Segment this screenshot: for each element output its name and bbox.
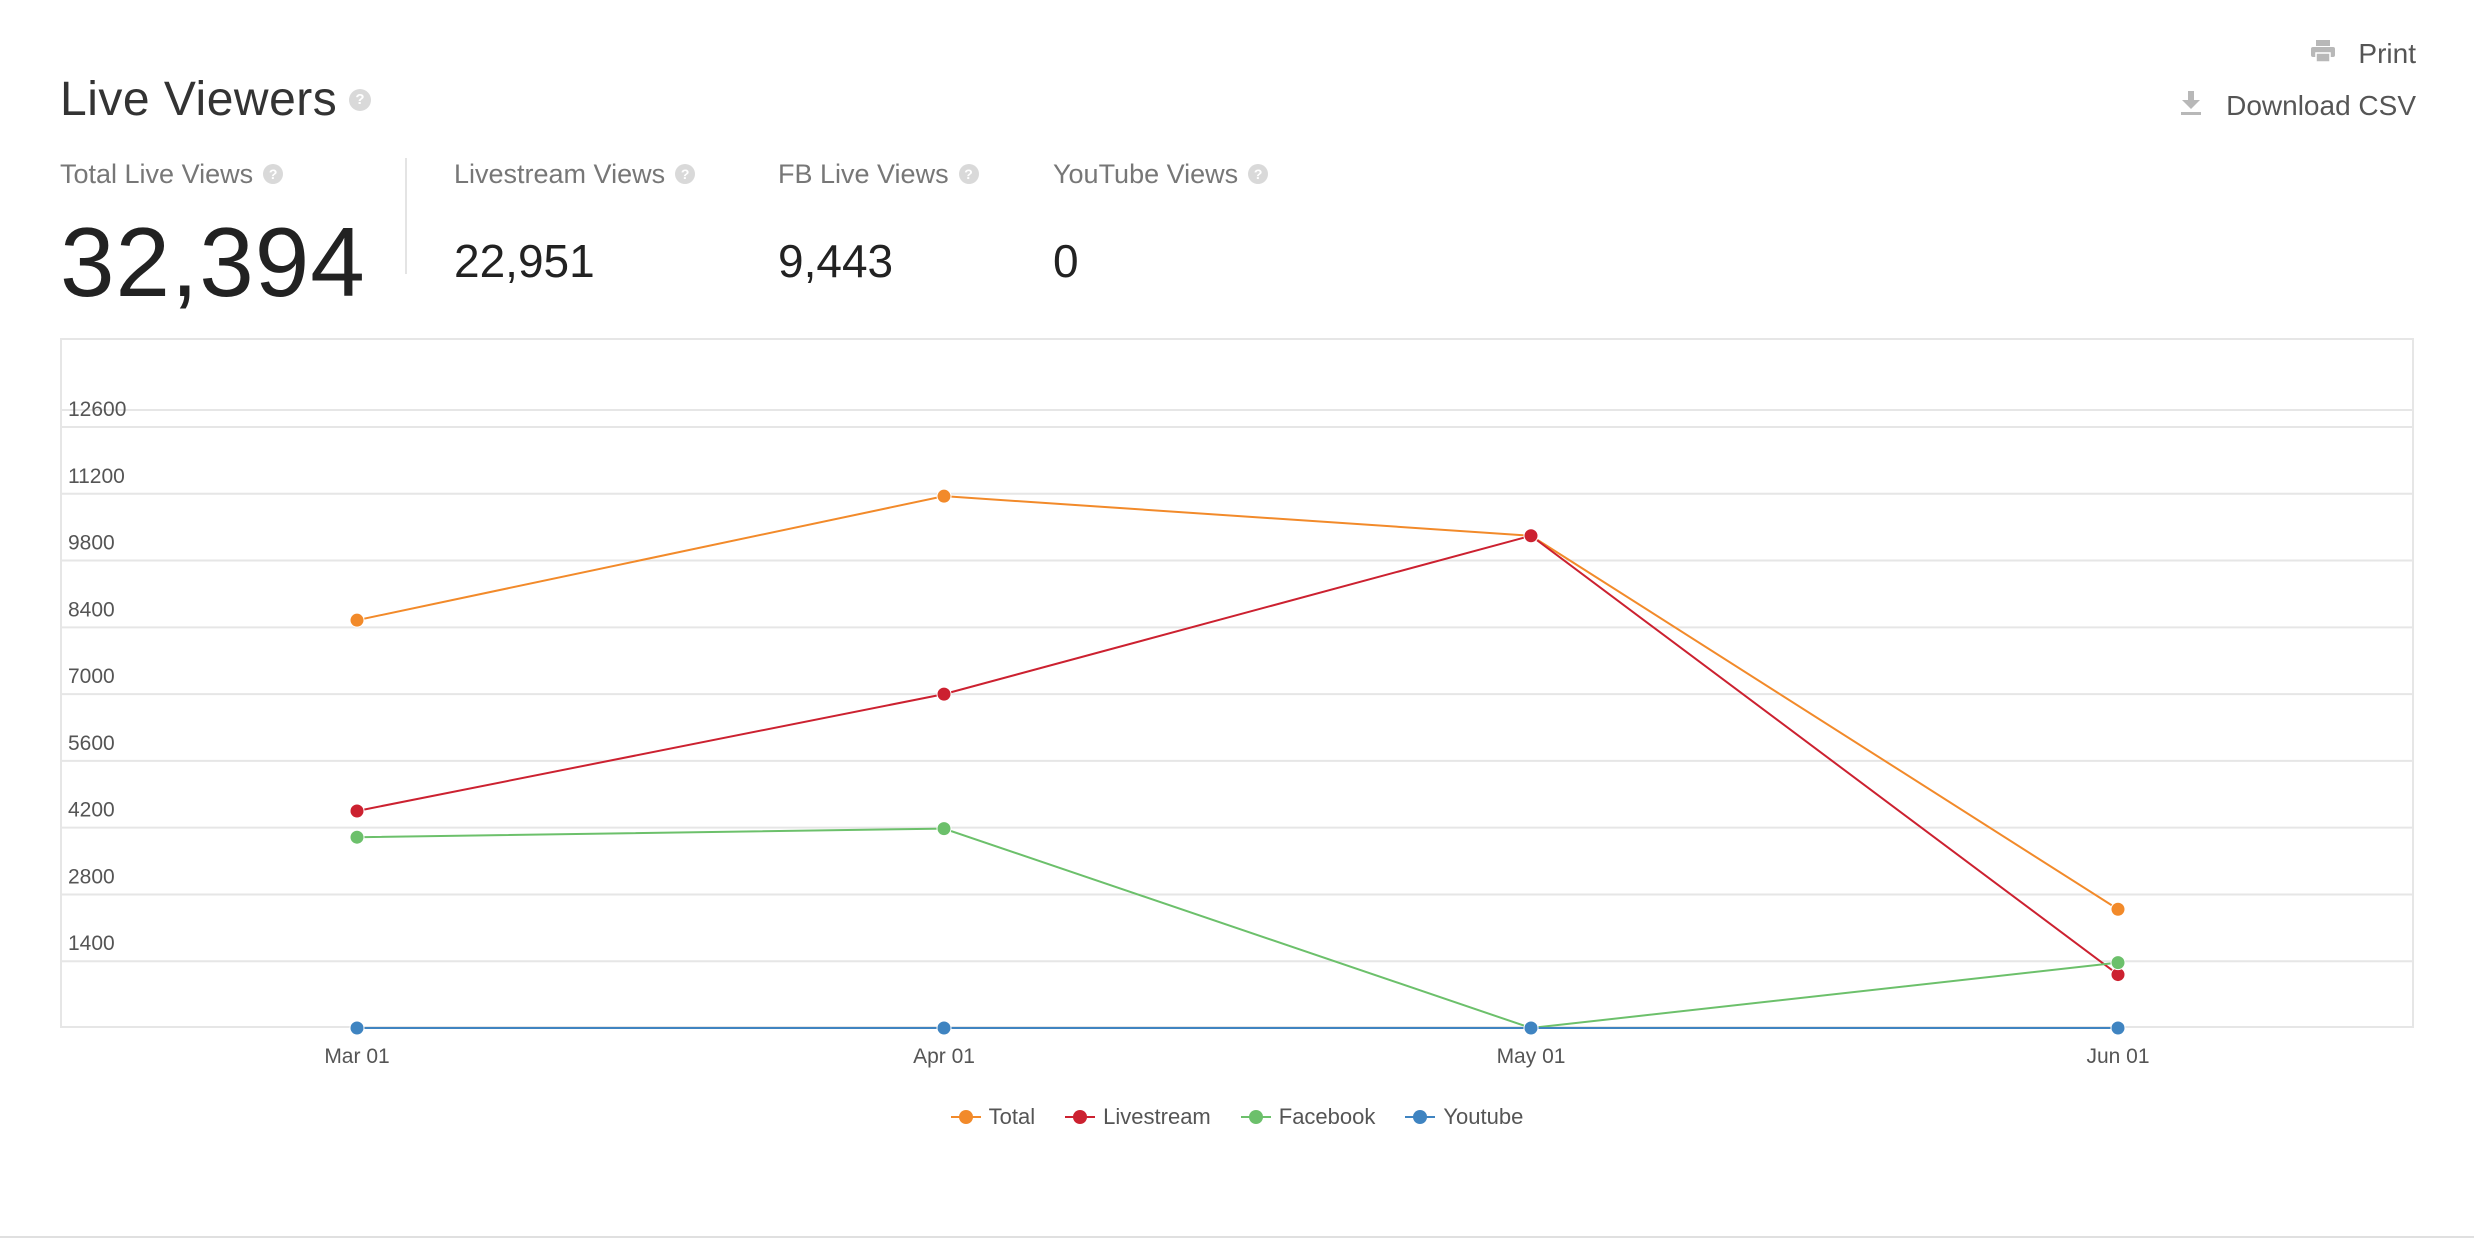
stat-value: 32,394	[60, 207, 366, 317]
data-point-youtube[interactable]	[2110, 1020, 2126, 1036]
bottom-divider	[0, 1236, 2474, 1238]
data-point-livestream[interactable]	[349, 803, 365, 819]
x-tick-label: May 01	[1497, 1045, 1566, 1068]
help-icon[interactable]: ?	[675, 164, 696, 184]
print-label: Print	[2358, 38, 2416, 69]
help-icon[interactable]: ?	[1248, 164, 1269, 184]
legend-marker	[1240, 1110, 1271, 1124]
y-tick-label: 9800	[68, 532, 115, 555]
stats-divider	[405, 158, 407, 274]
y-tick-label: 4200	[68, 799, 115, 822]
stat-value: 0	[1053, 235, 1079, 287]
y-tick-label: 1400	[68, 932, 115, 955]
data-point-total[interactable]	[2110, 901, 2126, 917]
data-point-youtube[interactable]	[936, 1020, 952, 1036]
stat-label: YouTube Views	[1053, 158, 1239, 189]
legend-item-total[interactable]: Total	[950, 1104, 1036, 1130]
download-icon	[2178, 90, 2204, 123]
download-csv-button[interactable]: Download CSV	[2178, 86, 2416, 126]
data-point-youtube[interactable]	[1523, 1020, 1539, 1036]
stat-label: Livestream Views	[454, 158, 666, 189]
chart-actions: Print Download CSV	[2178, 34, 2416, 138]
stat-livestream-views: Livestream Views ? 22,951	[454, 156, 696, 288]
legend-label: Total	[988, 1104, 1036, 1129]
legend-marker	[1405, 1110, 1436, 1124]
x-tick-label: Jun 01	[2086, 1045, 2149, 1068]
stat-total-live-views: Total Live Views ? 32,394	[60, 156, 366, 319]
y-tick-label: 2800	[68, 865, 115, 888]
data-point-total[interactable]	[349, 612, 365, 628]
data-point-facebook[interactable]	[349, 829, 365, 845]
data-point-livestream[interactable]	[1523, 528, 1539, 544]
help-icon[interactable]: ?	[263, 164, 284, 184]
y-tick-label: 11200	[68, 465, 125, 488]
printer-icon	[2310, 39, 2336, 70]
help-icon[interactable]: ?	[958, 164, 979, 184]
x-tick-label: Mar 01	[324, 1045, 389, 1068]
legend-label: Livestream	[1103, 1104, 1211, 1129]
chart-legend: Total Livestream Facebook Youtube	[0, 1104, 2474, 1130]
page-title: Live Viewers ?	[60, 72, 372, 127]
data-point-livestream[interactable]	[936, 686, 952, 702]
page-title-text: Live Viewers	[60, 73, 338, 126]
help-icon[interactable]: ?	[349, 88, 372, 111]
download-csv-label: Download CSV	[2226, 90, 2416, 121]
y-tick-label: 8400	[68, 598, 115, 621]
legend-marker	[950, 1110, 981, 1124]
data-point-total[interactable]	[936, 488, 952, 504]
stat-label: Total Live Views	[60, 158, 254, 189]
legend-item-youtube[interactable]: Youtube	[1405, 1104, 1523, 1130]
y-tick-label: 7000	[68, 665, 115, 688]
x-tick-label: Apr 01	[913, 1045, 975, 1068]
series-line-total	[356, 495, 2119, 911]
legend-item-facebook[interactable]: Facebook	[1240, 1104, 1376, 1130]
data-point-facebook[interactable]	[2110, 955, 2126, 971]
line-chart: 1400 2800 4200 5600 7000 8400 9800 11200 12600 Ma…	[62, 398, 2412, 1068]
y-tick-label: 12600	[68, 398, 126, 421]
legend-label: Facebook	[1278, 1104, 1376, 1129]
stat-label: FB Live Views	[778, 158, 949, 189]
y-tick-label: 5600	[68, 732, 115, 755]
data-point-youtube[interactable]	[349, 1020, 365, 1036]
stat-value: 22,951	[454, 235, 595, 287]
data-point-facebook[interactable]	[936, 821, 952, 837]
legend-item-livestream[interactable]: Livestream	[1065, 1104, 1211, 1130]
stat-fb-live-views: FB Live Views ? 9,443	[778, 156, 979, 288]
legend-label: Youtube	[1443, 1104, 1524, 1129]
series-line-livestream	[356, 534, 2119, 976]
stat-value: 9,443	[778, 235, 894, 287]
print-button[interactable]: Print	[2178, 34, 2416, 74]
legend-marker	[1065, 1110, 1096, 1124]
series-line-facebook	[356, 827, 2119, 1030]
stat-youtube-views: YouTube Views ? 0	[1053, 156, 1269, 288]
